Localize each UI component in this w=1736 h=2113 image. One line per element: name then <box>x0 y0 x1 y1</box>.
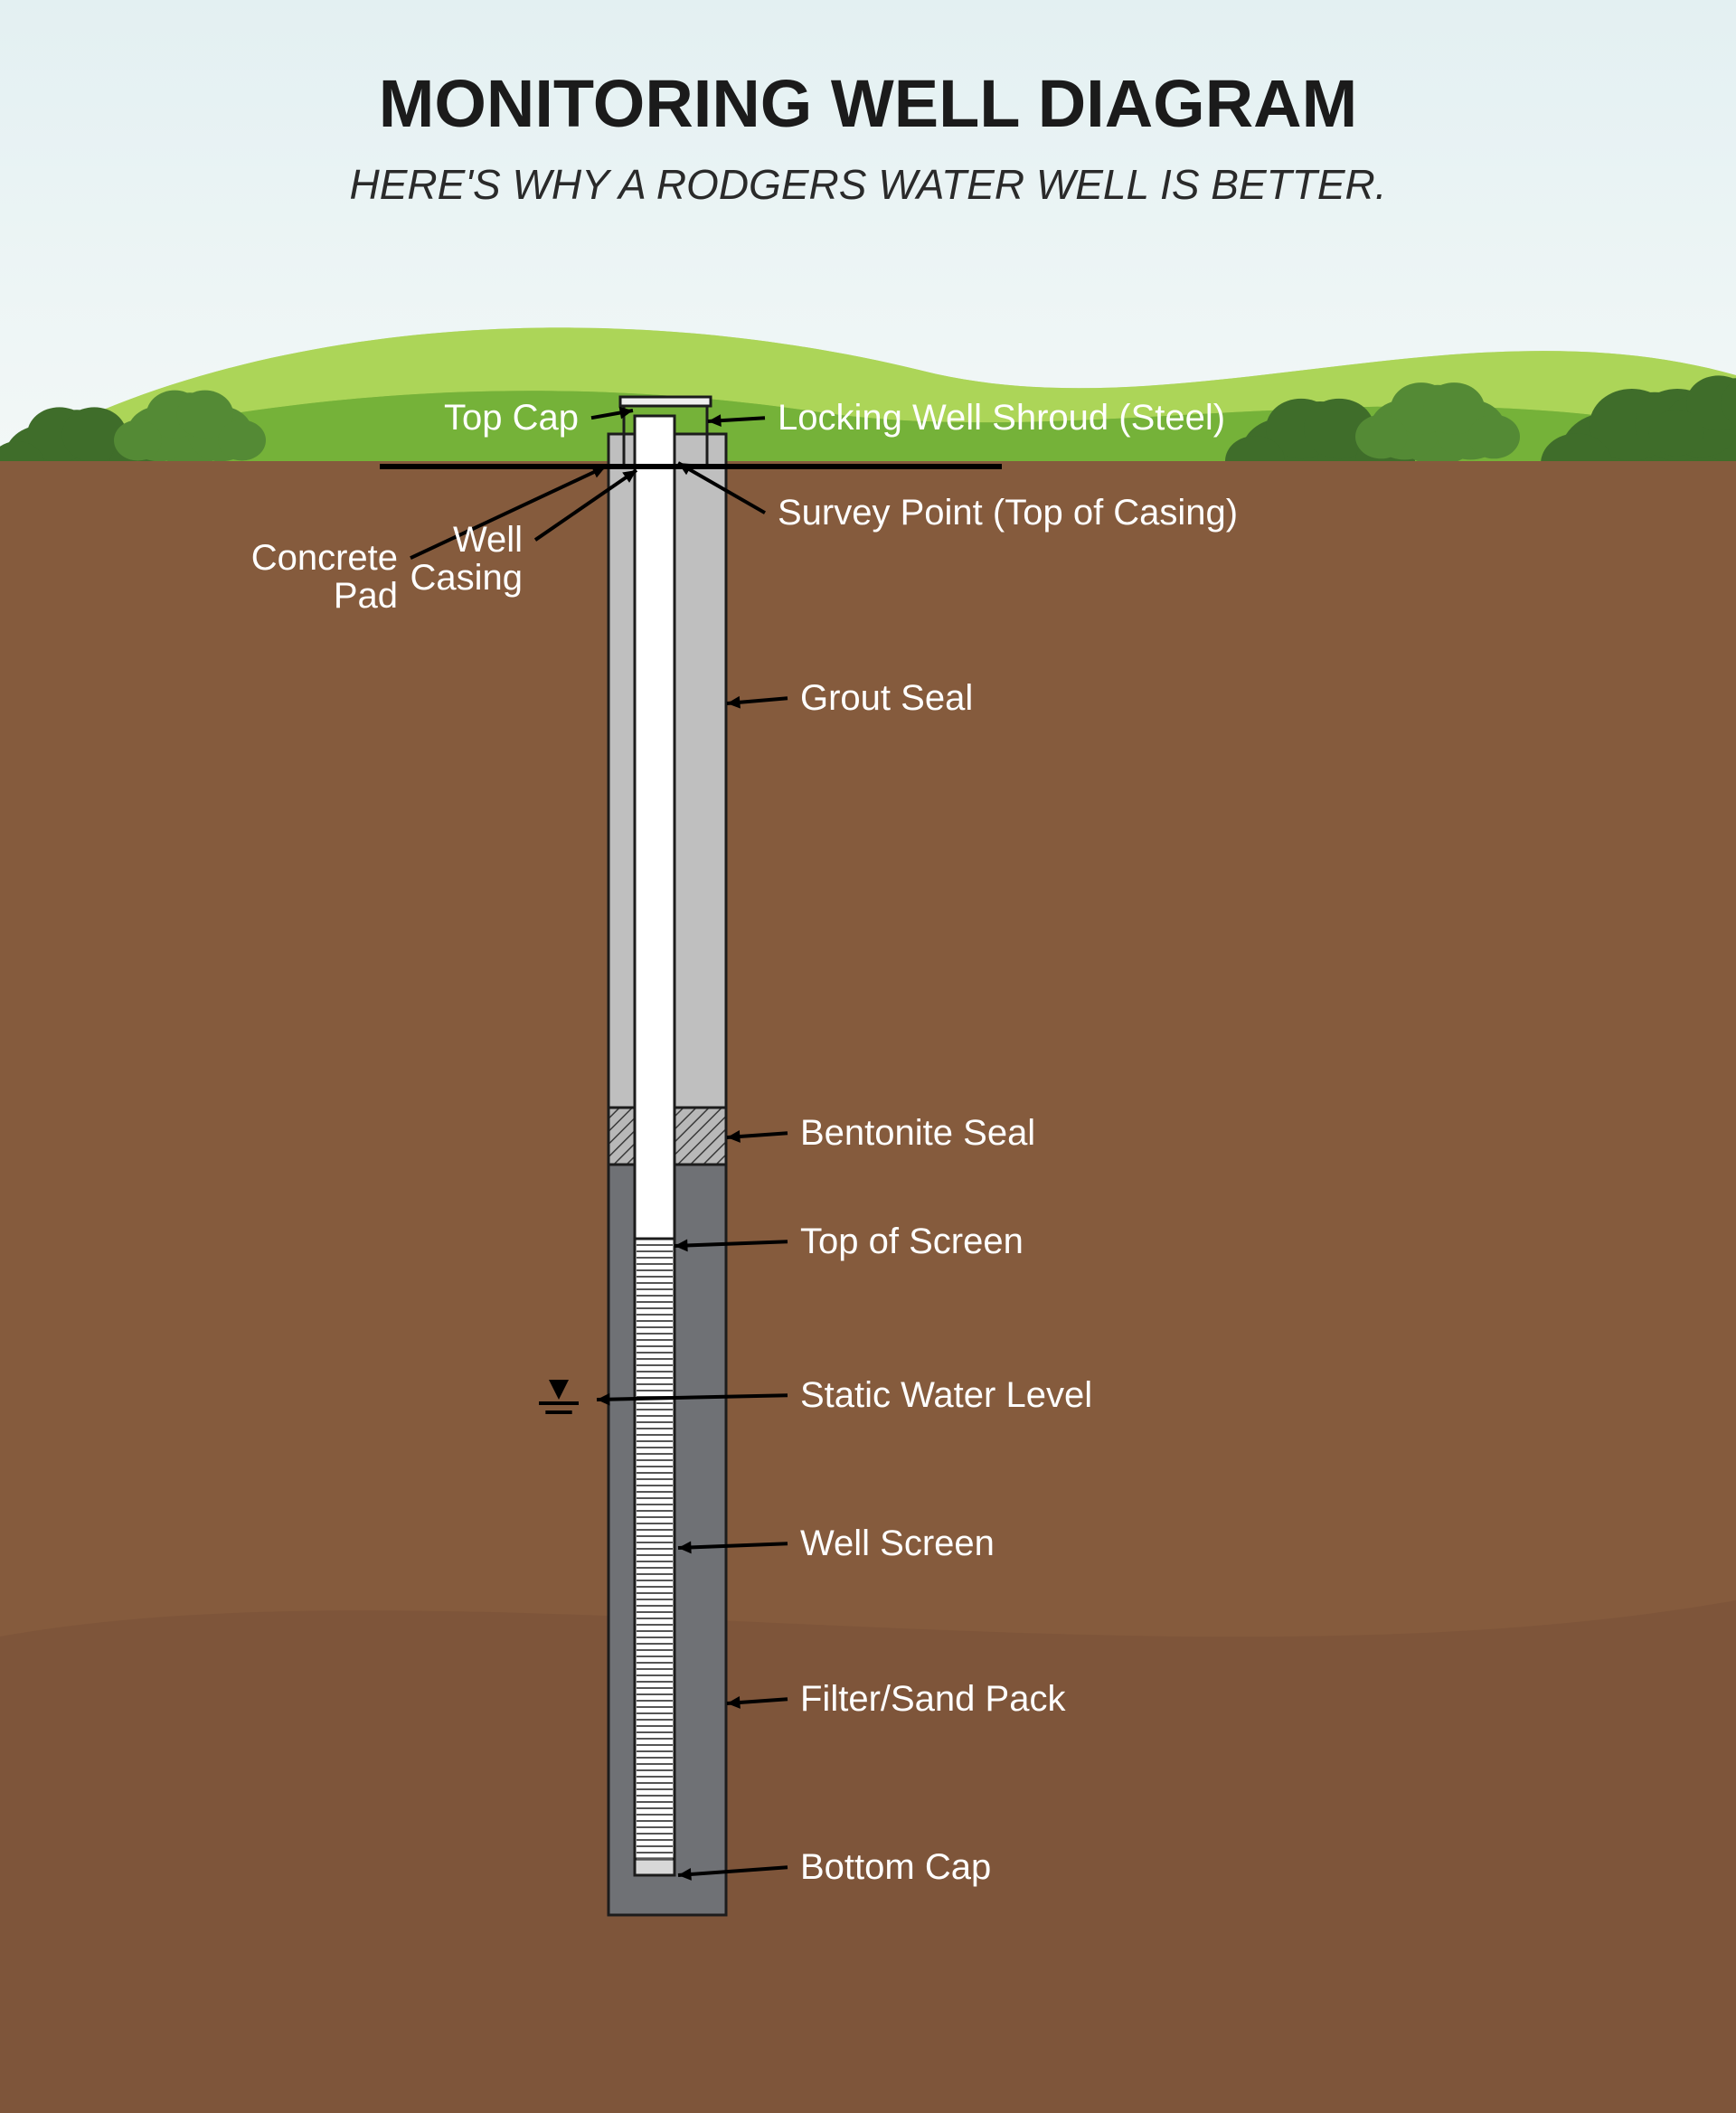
bottom-cap <box>635 1859 675 1875</box>
label-top_cap: Top Cap <box>444 398 579 438</box>
page-title: MONITORING WELL DIAGRAM <box>379 66 1358 141</box>
label-well_screen: Well Screen <box>800 1523 995 1563</box>
label-survey_point: Survey Point (Top of Casing) <box>778 493 1238 533</box>
page-subtitle: HERE'S WHY A RODGERS WATER WELL IS BETTE… <box>349 161 1386 208</box>
label-top_of_screen: Top of Screen <box>800 1222 1024 1261</box>
diagram-svg: MONITORING WELL DIAGRAM HERE'S WHY A RODG… <box>0 0 1736 2113</box>
label-filter_pack: Filter/Sand Pack <box>800 1679 1066 1719</box>
label-grout_seal: Grout Seal <box>800 678 973 718</box>
well-diagram: MONITORING WELL DIAGRAM HERE'S WHY A RODG… <box>0 0 1736 2113</box>
label-static_water: Static Water Level <box>800 1375 1092 1415</box>
label-bentonite: Bentonite Seal <box>800 1113 1035 1153</box>
label-locking_shroud: Locking Well Shroud (Steel) <box>778 398 1225 438</box>
label-bottom_cap: Bottom Cap <box>800 1847 991 1887</box>
